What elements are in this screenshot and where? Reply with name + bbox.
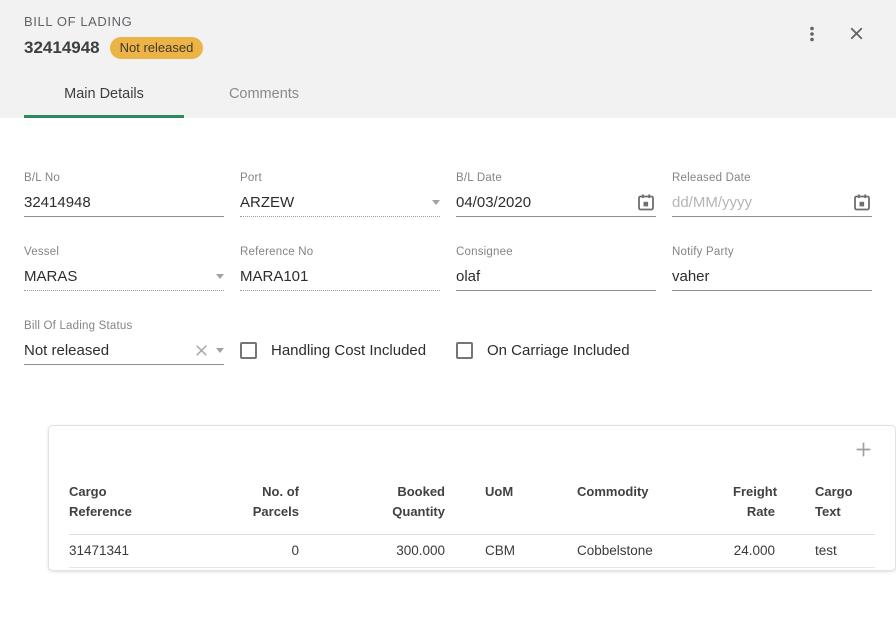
add-cargo-button[interactable] bbox=[852, 438, 875, 461]
field-label: Released Date bbox=[672, 171, 751, 184]
col-uom: UoM bbox=[485, 483, 514, 499]
kebab-icon bbox=[810, 26, 814, 41]
field-label: B/L Date bbox=[456, 171, 502, 184]
port-select[interactable]: ARZEW bbox=[240, 189, 440, 217]
bl-status-select[interactable]: Not released bbox=[24, 337, 224, 365]
field-released-date: Released Date bbox=[672, 172, 872, 217]
vessel-select[interactable]: MARAS bbox=[24, 263, 224, 291]
cell-uom: CBM bbox=[485, 543, 515, 559]
col-commodity: Commodity bbox=[577, 483, 649, 499]
cell-booked-quantity: 300.000 bbox=[396, 543, 445, 559]
col-freight-rate: Freight Rate bbox=[733, 483, 778, 519]
close-icon bbox=[850, 27, 863, 40]
table-row[interactable]: 31471341 0 300.000 CBM Cobbelstone 24.00… bbox=[69, 535, 875, 568]
released-date-input[interactable] bbox=[672, 193, 848, 211]
bl-date-input[interactable] bbox=[456, 193, 632, 211]
main-details-panel: B/L No Port ARZEW B/L Date bbox=[0, 117, 896, 571]
chevron-down-icon bbox=[216, 347, 224, 353]
tab-main-details[interactable]: Main Details bbox=[24, 71, 184, 118]
field-label: B/L No bbox=[24, 171, 60, 184]
notify-party-input[interactable] bbox=[672, 267, 872, 285]
field-bl-date: B/L Date bbox=[456, 172, 656, 217]
released-date-picker-button[interactable] bbox=[852, 192, 872, 212]
field-bl-status: Bill Of Lading Status Not released bbox=[24, 320, 224, 365]
field-notify-party: Notify Party bbox=[672, 246, 872, 291]
bl-date-picker-button[interactable] bbox=[636, 192, 656, 212]
checkbox-label: Handling Cost Included bbox=[271, 342, 427, 360]
bl-status-select-value: Not released bbox=[24, 341, 110, 359]
page-title: BILL OF LADING bbox=[24, 14, 133, 29]
field-port: Port ARZEW bbox=[240, 172, 440, 217]
chevron-down-icon bbox=[432, 199, 440, 205]
cell-cargo-reference: 31471341 bbox=[69, 543, 130, 559]
field-reference-no: Reference No bbox=[240, 246, 440, 291]
cargo-table-header: Cargo Reference No. of Parcels Booked Qu… bbox=[69, 482, 875, 535]
consignee-input[interactable] bbox=[456, 267, 656, 285]
bl-no-input[interactable] bbox=[24, 193, 224, 211]
checkbox-icon bbox=[456, 342, 473, 360]
field-label: Port bbox=[240, 171, 262, 184]
field-consignee: Consignee bbox=[456, 246, 656, 291]
cargo-card: Cargo Reference No. of Parcels Booked Qu… bbox=[48, 424, 896, 571]
kebab-menu-button[interactable] bbox=[801, 23, 823, 45]
col-cargo-reference: Cargo Reference bbox=[69, 483, 132, 519]
cell-cargo-text: test bbox=[815, 543, 837, 559]
calendar-icon bbox=[854, 194, 870, 211]
close-button[interactable] bbox=[845, 22, 868, 45]
plus-icon bbox=[856, 442, 871, 457]
calendar-icon bbox=[638, 194, 654, 211]
clear-status-button[interactable] bbox=[193, 342, 210, 359]
document-number: 32414948 bbox=[24, 37, 100, 57]
field-label: Consignee bbox=[456, 245, 513, 258]
chevron-down-icon bbox=[216, 273, 224, 279]
field-label: Notify Party bbox=[672, 245, 734, 258]
field-label: Reference No bbox=[240, 245, 314, 258]
tab-bar: Main Details Comments bbox=[24, 71, 872, 118]
field-vessel: Vessel MARAS bbox=[24, 246, 224, 291]
checkbox-icon bbox=[240, 342, 257, 360]
col-cargo-text: Cargo Text bbox=[815, 483, 853, 519]
col-no-of-parcels: No. of Parcels bbox=[252, 483, 299, 519]
status-badge: Not released bbox=[109, 37, 204, 59]
field-label: Vessel bbox=[24, 245, 60, 258]
field-bl-no: B/L No bbox=[24, 172, 224, 217]
cell-no-of-parcels: 0 bbox=[291, 543, 299, 559]
clear-icon bbox=[196, 344, 207, 356]
port-select-value: ARZEW bbox=[240, 193, 295, 211]
dialog-header: BILL OF LADING 32414948 Not released Mai… bbox=[0, 0, 896, 118]
on-carriage-checkbox[interactable]: On Carriage Included bbox=[456, 337, 656, 365]
field-label: Bill Of Lading Status bbox=[24, 319, 133, 332]
cell-commodity: Cobbelstone bbox=[577, 543, 653, 559]
col-booked-quantity: Booked Quantity bbox=[392, 483, 445, 519]
vessel-select-value: MARAS bbox=[24, 267, 78, 285]
tab-comments[interactable]: Comments bbox=[184, 71, 344, 118]
cell-freight-rate: 24.000 bbox=[733, 543, 775, 559]
reference-no-input[interactable] bbox=[240, 267, 440, 285]
handling-cost-checkbox[interactable]: Handling Cost Included bbox=[240, 337, 440, 365]
checkbox-label: On Carriage Included bbox=[487, 342, 630, 360]
